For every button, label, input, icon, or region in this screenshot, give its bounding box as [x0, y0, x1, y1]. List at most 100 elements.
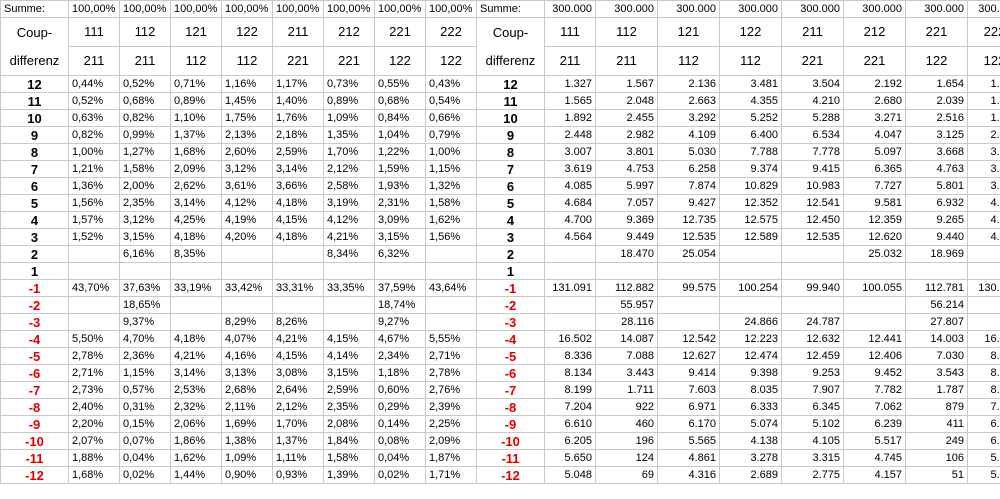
count-cell[interactable] — [781, 245, 844, 263]
count-cell[interactable]: 4.700 — [544, 211, 596, 229]
count-cell[interactable]: 12.406 — [843, 347, 906, 365]
pct-cell[interactable]: 37,59% — [374, 279, 426, 297]
pct-cell[interactable]: 4,25% — [170, 211, 222, 229]
pct-cell[interactable]: 0,84% — [374, 109, 426, 127]
header-top-cell[interactable]: 122 — [719, 17, 782, 47]
pct-cell[interactable] — [221, 262, 273, 280]
header-bottom-cell[interactable]: 211 — [544, 46, 596, 76]
pct-cell[interactable]: 2,76% — [425, 381, 477, 399]
count-cell[interactable]: 2.982 — [595, 126, 658, 144]
pct-cell[interactable]: 2,11% — [221, 398, 273, 416]
pct-cell[interactable]: 2,13% — [221, 126, 273, 144]
count-cell[interactable]: 130.927 — [967, 279, 1000, 297]
count-cell[interactable]: 25.032 — [843, 245, 906, 263]
coup-diff-cell[interactable]: 3 — [476, 228, 545, 246]
count-cell[interactable]: 24.787 — [781, 313, 844, 331]
count-cell[interactable]: 5.137 — [967, 466, 1000, 484]
count-cell[interactable]: 6.534 — [781, 126, 844, 144]
pct-cell[interactable]: 1,39% — [323, 466, 375, 484]
pct-cell[interactable]: 0,54% — [425, 92, 477, 110]
pct-cell[interactable]: 1,84% — [323, 432, 375, 450]
coup-differenz-header[interactable]: Coup-differenz — [476, 17, 545, 76]
pct-cell[interactable]: 37,63% — [119, 279, 171, 297]
count-cell[interactable]: 9.427 — [657, 194, 720, 212]
count-cell[interactable]: 411 — [905, 415, 968, 433]
count-cell[interactable]: 12.735 — [657, 211, 720, 229]
header-top-cell[interactable]: 122 — [221, 17, 273, 47]
count-cell[interactable]: 3.443 — [595, 364, 658, 382]
pct-cell[interactable]: 4,15% — [272, 347, 324, 365]
pct-cell[interactable]: 4,21% — [323, 228, 375, 246]
coup-diff-cell[interactable]: 9 — [0, 126, 69, 144]
count-cell[interactable]: 5.074 — [719, 415, 782, 433]
count-cell[interactable]: 5.607 — [967, 449, 1000, 467]
count-cell[interactable]: 2.192 — [843, 75, 906, 93]
pct-cell[interactable]: 2,78% — [425, 364, 477, 382]
count-cell[interactable]: 249 — [905, 432, 968, 450]
header-bottom-cell[interactable]: 112 — [719, 46, 782, 76]
count-cell[interactable]: 25.054 — [657, 245, 720, 263]
pct-cell[interactable]: 1,62% — [170, 449, 222, 467]
coup-diff-cell[interactable]: -5 — [476, 347, 545, 365]
count-cell[interactable]: 12.620 — [843, 228, 906, 246]
coup-diff-cell[interactable]: 2 — [476, 245, 545, 263]
count-cell[interactable]: 99.575 — [657, 279, 720, 297]
pct-cell[interactable]: 0,55% — [374, 75, 426, 93]
header-top-cell[interactable]: 212 — [843, 17, 906, 47]
pct-cell[interactable] — [425, 262, 477, 280]
count-cell[interactable] — [719, 296, 782, 314]
pct-cell[interactable]: 1,56% — [425, 228, 477, 246]
pct-cell[interactable]: 0,29% — [374, 398, 426, 416]
count-cell[interactable]: 4.105 — [781, 432, 844, 450]
header-top-cell[interactable]: 121 — [170, 17, 222, 47]
count-cell[interactable] — [843, 296, 906, 314]
pct-cell[interactable]: 4,19% — [221, 211, 273, 229]
pct-cell[interactable]: 2,58% — [323, 177, 375, 195]
count-cell[interactable]: 4.316 — [657, 466, 720, 484]
pct-cell[interactable]: 1,87% — [425, 449, 477, 467]
count-cell[interactable]: 18.470 — [595, 245, 658, 263]
count-cell[interactable]: 5.650 — [544, 449, 596, 467]
coup-diff-cell[interactable]: 12 — [0, 75, 69, 93]
count-cell[interactable]: 4.157 — [843, 466, 906, 484]
count-cell[interactable]: 131.091 — [544, 279, 596, 297]
count-cell[interactable]: 8.134 — [544, 364, 596, 382]
pct-cell[interactable] — [272, 245, 324, 263]
num-sum-cell[interactable]: 300.000 — [544, 0, 596, 18]
pct-cell[interactable]: 1,09% — [221, 449, 273, 467]
count-cell[interactable]: 2.455 — [595, 109, 658, 127]
count-cell[interactable]: 16.658 — [967, 330, 1000, 348]
count-cell[interactable]: 4.564 — [544, 228, 596, 246]
count-cell[interactable]: 6.258 — [657, 160, 720, 178]
coup-diff-cell[interactable]: -7 — [0, 381, 69, 399]
coup-diff-cell[interactable]: 4 — [0, 211, 69, 229]
header-top-cell[interactable]: 211 — [781, 17, 844, 47]
count-cell[interactable]: 12.459 — [781, 347, 844, 365]
coup-diff-cell[interactable]: -8 — [476, 398, 545, 416]
pct-cell[interactable]: 4,07% — [221, 330, 273, 348]
count-cell[interactable]: 9.265 — [905, 211, 968, 229]
pct-cell[interactable]: 0,04% — [119, 449, 171, 467]
pct-cell[interactable]: 5,50% — [68, 330, 120, 348]
coup-diff-cell[interactable]: -2 — [0, 296, 69, 314]
header-bottom-cell[interactable]: 221 — [781, 46, 844, 76]
pct-cell[interactable]: 0,68% — [119, 92, 171, 110]
pct-cell[interactable]: 4,20% — [221, 228, 273, 246]
coup-diff-cell[interactable]: 2 — [0, 245, 69, 263]
pct-cell[interactable]: 2,08% — [323, 415, 375, 433]
pct-cell[interactable]: 43,64% — [425, 279, 477, 297]
coup-diff-cell[interactable]: 5 — [0, 194, 69, 212]
count-cell[interactable]: 12.627 — [657, 347, 720, 365]
pct-cell[interactable] — [272, 296, 324, 314]
pct-cell[interactable]: 8,34% — [323, 245, 375, 263]
num-sum-cell[interactable]: 300.000 — [719, 0, 782, 18]
pct-cell[interactable]: 1,69% — [221, 415, 273, 433]
count-cell[interactable]: 4.047 — [843, 126, 906, 144]
pct-cell[interactable]: 2,59% — [323, 381, 375, 399]
count-cell[interactable]: 6.971 — [657, 398, 720, 416]
pct-cell[interactable]: 9,37% — [119, 313, 171, 331]
pct-cell[interactable]: 18,74% — [374, 296, 426, 314]
pct-cell[interactable]: 1,17% — [272, 75, 324, 93]
num-sum-cell[interactable]: 300.000 — [843, 0, 906, 18]
pct-sum-cell[interactable]: 100,00% — [374, 0, 426, 18]
